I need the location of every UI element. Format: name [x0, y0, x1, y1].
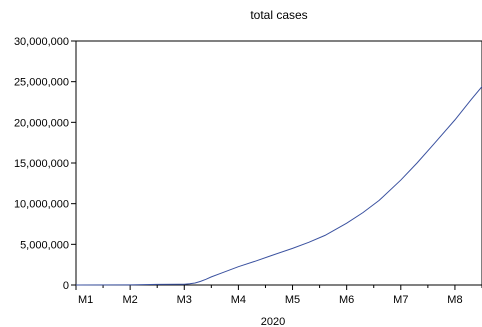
chart-title: total cases	[250, 8, 307, 22]
x-tick-label: M7	[393, 294, 408, 306]
y-tick-label: 10,000,000	[14, 199, 69, 211]
y-tick-label: 30,000,000	[14, 36, 69, 48]
x-axis: M1 M2 M3 M4 M5 M6 M7 M8	[75, 285, 482, 306]
x-tick-label: M4	[231, 294, 246, 306]
y-tick-label: 15,000,000	[14, 158, 69, 170]
series-line	[75, 86, 482, 286]
x-tick-label: M6	[339, 294, 354, 306]
x-tick-label: M1	[78, 294, 93, 306]
x-tick-label: M2	[122, 294, 137, 306]
x-tick-label: M8	[447, 294, 462, 306]
y-axis: 0 5,000,000 10,000,000 15,000,000 20,000,000…	[14, 36, 76, 292]
x-tick-label: M5	[285, 294, 300, 306]
x-axis-label: 2020	[261, 316, 285, 327]
y-tick-label: 25,000,000	[14, 77, 69, 89]
y-tick-label: 5,000,000	[20, 239, 69, 251]
y-tick-label: 0	[63, 280, 69, 292]
plot-frame	[75, 40, 482, 286]
x-tick-label: M3	[177, 294, 192, 306]
y-tick-label: 20,000,000	[14, 117, 69, 129]
